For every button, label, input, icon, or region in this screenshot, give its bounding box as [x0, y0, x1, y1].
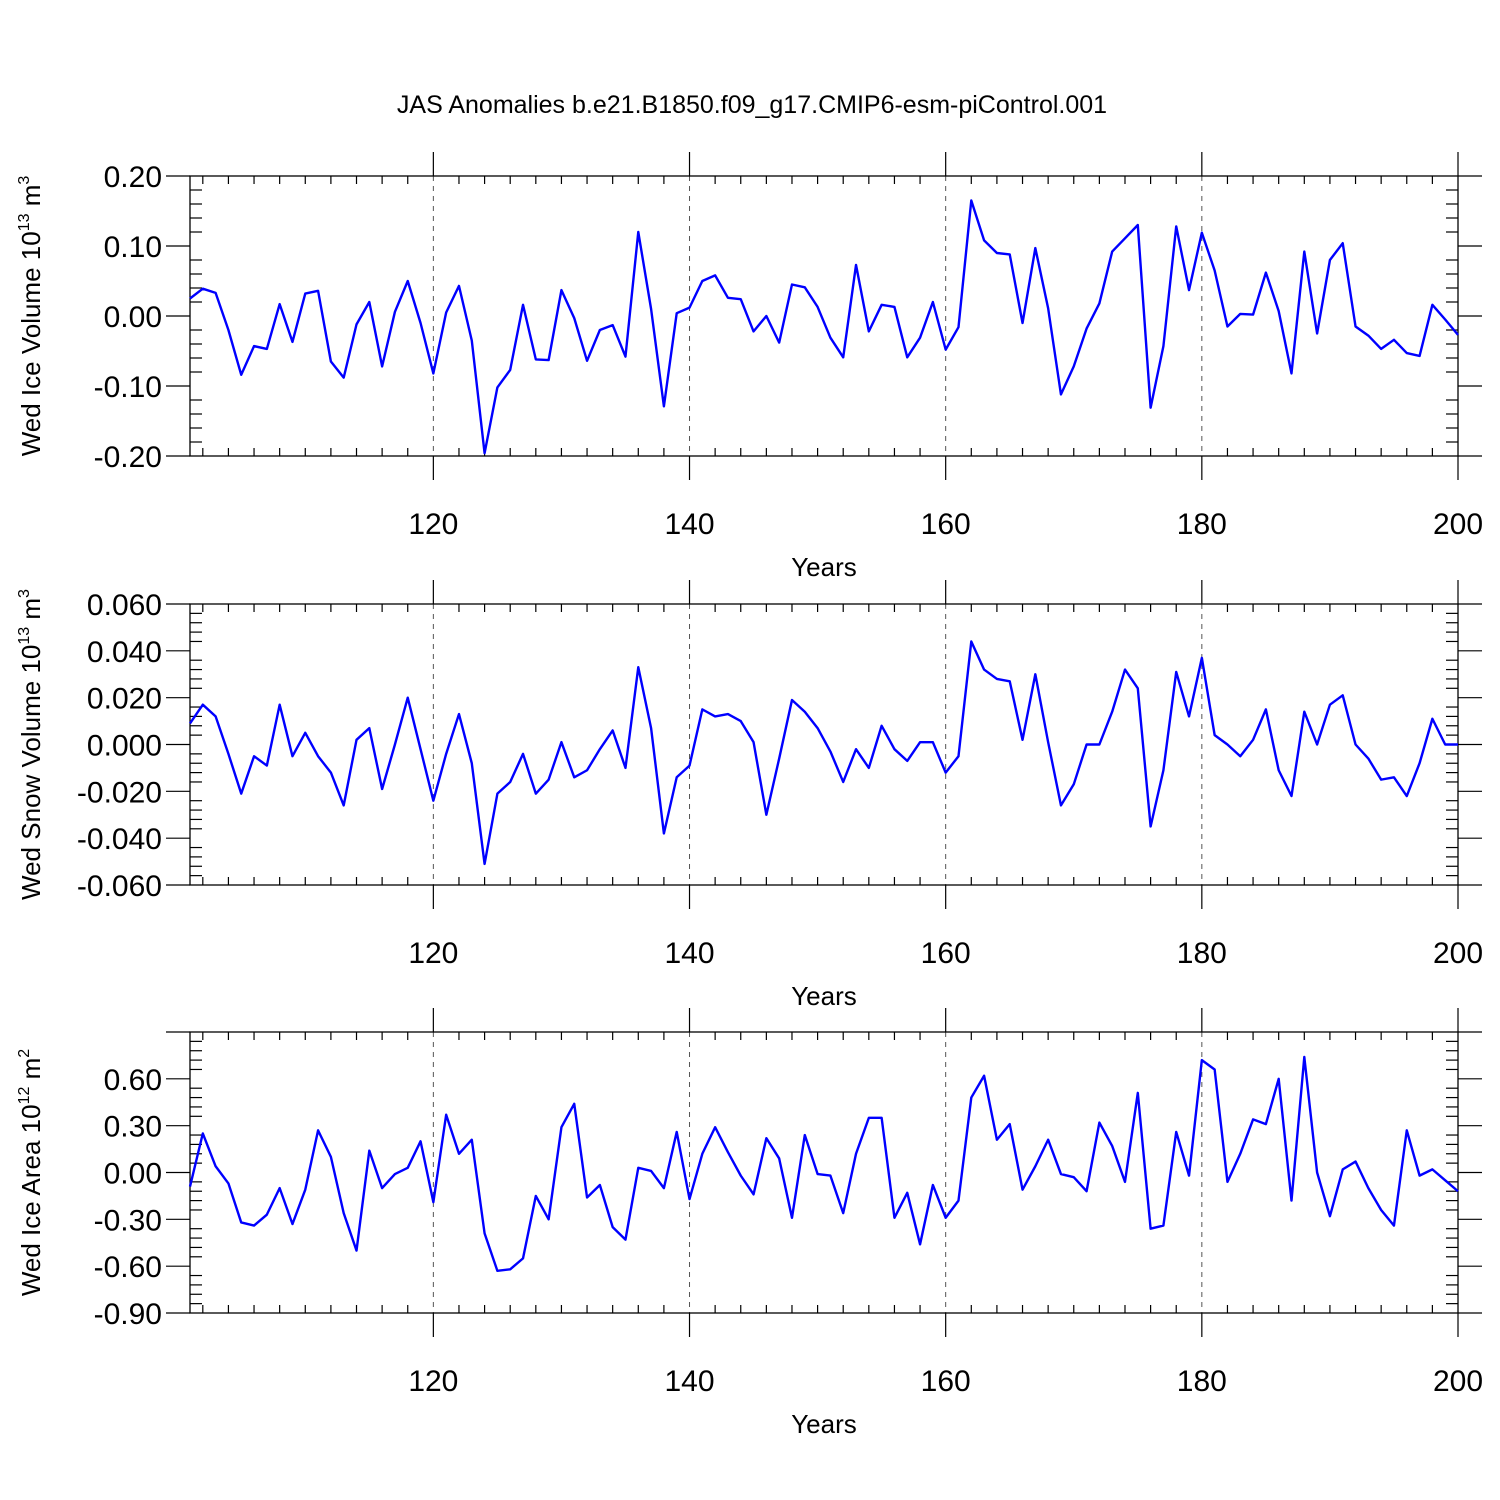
x-tick-label: 200: [1433, 508, 1483, 541]
x-tick-label: 140: [664, 1365, 714, 1398]
ice-volume-frame: [189, 175, 1459, 457]
x-tick-label: 200: [1433, 937, 1483, 970]
x-tick-label: 120: [408, 1365, 458, 1398]
x-tick-label: 160: [921, 937, 971, 970]
y-tick-label: 0.10: [104, 231, 162, 264]
x-tick-label: 180: [1177, 1365, 1227, 1398]
x-tick-label: 160: [921, 508, 971, 541]
x-tick-label: 180: [1177, 508, 1227, 541]
x-tick-label: 120: [408, 937, 458, 970]
y-tick-label: -0.90: [94, 1298, 162, 1331]
y-tick-label: 0.000: [87, 730, 162, 763]
x-tick-label: 120: [408, 508, 458, 541]
y-tick-label: 0.00: [104, 1158, 162, 1191]
ice-volume-panel: 0.20 0.10 0.00 -0.10 -0.20 120 140 160 180 200 Yea…: [16, 152, 1483, 582]
y-tick-label: 0.020: [87, 683, 162, 716]
ice-area-series-line: [188, 1055, 1459, 1273]
y-tick-label: 0.060: [87, 589, 162, 622]
x-axis-label: Years: [791, 1409, 857, 1439]
panels: 0.20 0.10 0.00 -0.10 -0.20 120 140 160 180 200 Yea…: [16, 152, 1483, 1439]
y-tick-label: -0.60: [94, 1251, 162, 1284]
y-tick-label: 0.30: [104, 1111, 162, 1144]
y-tick-label: -0.040: [77, 823, 162, 856]
ice-area-frame: [189, 1031, 1459, 1314]
y-tick-label: -0.020: [77, 776, 162, 809]
x-axis-label: Years: [791, 552, 857, 582]
y-axis-label: Wed Ice Volume 1013 m3: [16, 176, 46, 457]
y-tick-label: 0.60: [104, 1064, 162, 1097]
x-tick-label: 140: [664, 937, 714, 970]
y-tick-label: 0.00: [104, 301, 162, 334]
x-tick-label: 180: [1177, 937, 1227, 970]
snow-volume-panel: 0.060 0.040 0.020 0.000 -0.020 -0.040 -0.060 12…: [16, 580, 1483, 1011]
y-tick-label: 0.20: [104, 161, 162, 194]
ice-area-panel: 0.60 0.30 0.00 -0.30 -0.60 -0.90 120 140 160 180 2…: [16, 1008, 1483, 1439]
x-tick-label: 200: [1433, 1365, 1483, 1398]
x-tick-label: 140: [664, 508, 714, 541]
figure-title: JAS Anomalies b.e21.B1850.f09_g17.CMIP6-…: [397, 91, 1107, 119]
y-axis-label: Wed Snow Volume 1013 m3: [16, 589, 46, 900]
snow-volume-series-line: [189, 640, 1458, 866]
x-axis-label: Years: [791, 981, 857, 1011]
y-tick-label: -0.10: [94, 371, 162, 404]
y-tick-label: -0.30: [94, 1204, 162, 1237]
y-tick-label: -0.20: [94, 441, 162, 474]
y-tick-label: 0.040: [87, 636, 162, 669]
y-tick-label: -0.060: [77, 870, 162, 903]
ice-volume-series-line: [189, 199, 1459, 455]
y-axis-label: Wed Ice Area 1012 m2: [16, 1049, 46, 1296]
x-tick-label: 160: [921, 1365, 971, 1398]
